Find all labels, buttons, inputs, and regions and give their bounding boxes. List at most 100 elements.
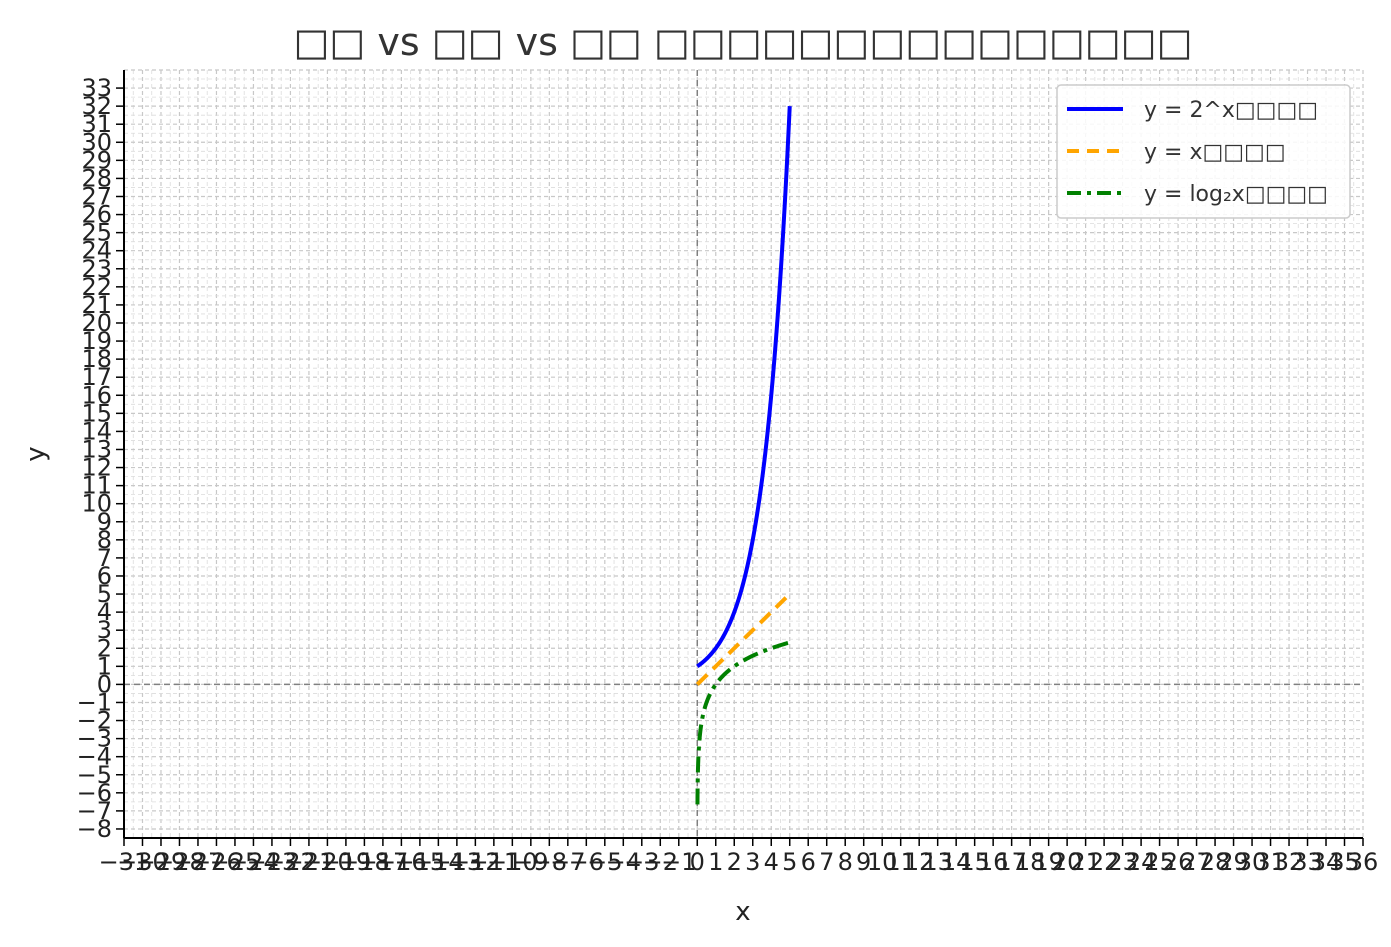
x-tick-label: −1: [661, 848, 696, 876]
reference-lines: [124, 70, 1363, 838]
legend-label-1: y = 2^x□□□□: [1144, 98, 1318, 123]
x-tick-label: −25: [210, 848, 261, 876]
x-tick-label: −6: [569, 848, 604, 876]
series-1: [695, 106, 792, 669]
x-tick-label: 10: [867, 848, 898, 876]
series-3: [695, 640, 791, 806]
y-tick-label: 12: [81, 454, 112, 482]
y-tick-label: 26: [81, 201, 112, 229]
y-tick-label: 16: [81, 381, 112, 409]
y-tick-label: 30: [81, 128, 112, 156]
x-tick-label: −16: [376, 848, 427, 876]
y-tick-label: 1: [97, 652, 112, 680]
x-axis-ticks: −31−30−29−28−27−26−25−24−23−22−21−20−19−…: [99, 838, 1379, 876]
y-tick-label: 29: [81, 146, 112, 174]
chart-title: □□ vs □□ vs □□ □□□□□□□□□□□□□□□: [294, 20, 1193, 64]
x-tick-label: 13: [922, 848, 953, 876]
y-tick-label: 15: [81, 399, 112, 427]
x-tick-label: 31: [1255, 848, 1286, 876]
y-tick-label: −6: [77, 779, 112, 807]
y-tick-label: 24: [81, 237, 112, 265]
x-tick-label: −12: [450, 848, 501, 876]
x-tick-label: −31: [99, 848, 150, 876]
x-tick-label: 8: [838, 848, 853, 876]
x-tick-label: 26: [1163, 848, 1194, 876]
y-tick-label: 5: [97, 580, 112, 608]
x-tick-label: 28: [1200, 848, 1231, 876]
y-tick-label: 8: [97, 526, 112, 554]
x-tick-label: 1: [708, 848, 723, 876]
legend-label-3: y = log₂x□□□□: [1144, 182, 1328, 207]
x-tick-label: 35: [1329, 848, 1360, 876]
y-tick-label: 6: [97, 562, 112, 590]
x-tick-label: −19: [321, 848, 372, 876]
y-tick-label: 28: [81, 164, 112, 192]
y-tick-label: −2: [77, 707, 112, 735]
x-tick-label: 29: [1218, 848, 1249, 876]
y-tick-label: −3: [77, 725, 112, 753]
x-tick-label: 0: [690, 848, 705, 876]
grid: [123, 69, 1364, 839]
y-tick-label: 11: [81, 472, 112, 500]
y-tick-label: −5: [77, 761, 112, 789]
x-tick-label: 15: [959, 848, 990, 876]
x-tick-label: −13: [432, 848, 483, 876]
x-tick-label: −7: [550, 848, 585, 876]
x-tick-label: 33: [1292, 848, 1323, 876]
y-tick-label: 13: [81, 435, 112, 463]
x-tick-label: 23: [1107, 848, 1138, 876]
y-tick-label: 7: [97, 544, 112, 572]
x-tick-label: −28: [154, 848, 205, 876]
x-tick-label: −20: [302, 848, 353, 876]
y-tick-label: −4: [77, 743, 112, 771]
y-tick-label: −1: [77, 688, 112, 716]
x-tick-label: −23: [247, 848, 298, 876]
series-line: [695, 106, 792, 669]
legend-label-2: y = x□□□□: [1144, 140, 1286, 165]
y-tick-label: 31: [81, 110, 112, 138]
x-tick-label: −24: [228, 848, 279, 876]
y-tick-label: −8: [77, 815, 112, 843]
x-tick-label: 36: [1348, 848, 1379, 876]
x-tick-label: 32: [1274, 848, 1305, 876]
series-line: [695, 640, 791, 806]
y-tick-label: 27: [81, 182, 112, 210]
y-tick-label: 19: [81, 327, 112, 355]
y-tick-label: 18: [81, 345, 112, 373]
axes: [123, 70, 1363, 839]
y-tick-label: 25: [81, 219, 112, 247]
y-tick-label: 21: [81, 291, 112, 319]
x-tick-label: 6: [801, 848, 816, 876]
x-tick-label: −2: [643, 848, 678, 876]
x-tick-label: 14: [941, 848, 972, 876]
x-tick-label: 27: [1181, 848, 1212, 876]
y-tick-label: 4: [97, 598, 112, 626]
y-tick-label: 2: [97, 634, 112, 662]
x-tick-label: −4: [606, 848, 641, 876]
x-tick-label: 2: [727, 848, 742, 876]
y-tick-label: 32: [81, 92, 112, 120]
x-tick-label: −17: [358, 848, 409, 876]
y-tick-label: 33: [81, 74, 112, 102]
x-tick-label: −8: [532, 848, 567, 876]
x-tick-label: 12: [904, 848, 935, 876]
y-axis-label: y: [21, 446, 51, 461]
x-tick-label: −30: [117, 848, 168, 876]
y-tick-label: 0: [97, 670, 112, 698]
x-tick-label: 34: [1311, 848, 1342, 876]
x-tick-label: 25: [1144, 848, 1175, 876]
series-layer: [695, 106, 792, 806]
x-tick-label: −9: [513, 848, 548, 876]
x-tick-label: 4: [764, 848, 779, 876]
x-tick-label: −10: [487, 848, 538, 876]
x-tick-label: 19: [1033, 848, 1064, 876]
y-tick-label: 14: [81, 417, 112, 445]
y-tick-label: 23: [81, 255, 112, 283]
x-tick-label: 11: [885, 848, 916, 876]
x-tick-label: −5: [587, 848, 622, 876]
x-tick-label: 21: [1070, 848, 1101, 876]
legend: y = 2^x□□□□ y = x□□□□ y = log₂x□□□□: [1056, 84, 1351, 219]
y-tick-label: 17: [81, 363, 112, 391]
x-tick-label: −14: [413, 848, 464, 876]
